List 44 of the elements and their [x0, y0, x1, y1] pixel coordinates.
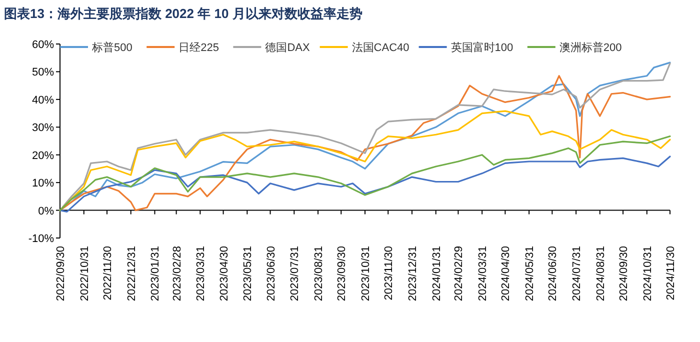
x-tick-label: 2024/10/31 [642, 246, 654, 302]
x-tick-label: 2024/08/31 [594, 246, 607, 302]
legend-label: 英国富时100 [450, 41, 514, 54]
x-tick-label: 2024/01/31 [430, 246, 443, 302]
legend-label: 日经225 [178, 42, 219, 54]
x-tick-label: 2024/07/31 [571, 246, 584, 302]
x-tick-label: 2023/07/31 [289, 246, 302, 302]
x-tick-label: 2022/09/30 [55, 246, 67, 302]
y-tick-label: 40% [32, 94, 54, 106]
x-tick-label: 2023/03/31 [195, 246, 208, 302]
y-tick-label: 60% [32, 39, 54, 51]
x-tick-label: 2024/03/31 [477, 246, 490, 302]
x-tick-label: 2024/09/30 [618, 246, 630, 302]
x-tick-label: 2022/10/31 [78, 246, 91, 302]
x-tick-label: 2024/02/29 [453, 246, 466, 302]
y-tick-label: -10% [28, 233, 54, 245]
x-tick-label: 2023/02/28 [171, 246, 184, 302]
x-tick-label: 2022/11/30 [102, 246, 114, 300]
x-tick-label: 2023/10/31 [360, 246, 372, 302]
line-series [59, 156, 671, 212]
x-tick-label: 2024/05/31 [524, 246, 536, 302]
x-tick-label: 2023/08/31 [313, 246, 326, 302]
x-tick-label: 2023/11/30 [383, 246, 396, 300]
legend-label: 法国CAC40 [352, 41, 410, 54]
x-tick-label: 2024/11/30 [665, 246, 677, 300]
x-tick-label: 2023/09/30 [336, 246, 348, 302]
x-tick-label: 2024/04/30 [500, 246, 512, 302]
legend-label: 澳洲标普200 [559, 41, 622, 54]
y-tick-label: 10% [32, 178, 54, 190]
line-series [59, 135, 671, 212]
x-tick-label: 2023/01/31 [150, 246, 162, 302]
legend-label: 德国DAX [265, 42, 310, 54]
y-tick-label: 30% [32, 122, 54, 134]
x-tick-label: 2023/04/30 [218, 246, 230, 302]
x-tick-label: 2023/06/30 [265, 246, 278, 302]
y-tick-label: 50% [32, 66, 54, 79]
y-tick-label: 20% [32, 150, 54, 162]
x-tick-label: 2023/12/31 [406, 246, 419, 302]
x-tick-label: 2023/05/31 [242, 246, 254, 302]
x-tick-label: 2022/12/31 [126, 246, 138, 302]
chart-title: 图表13：海外主要股票指数 2022 年 10 月以来对数收益率走势 [4, 6, 362, 21]
x-tick-label: 2024/06/30 [547, 246, 560, 302]
y-tick-label: 0% [38, 205, 54, 218]
legend-label: 标普500 [91, 41, 132, 54]
